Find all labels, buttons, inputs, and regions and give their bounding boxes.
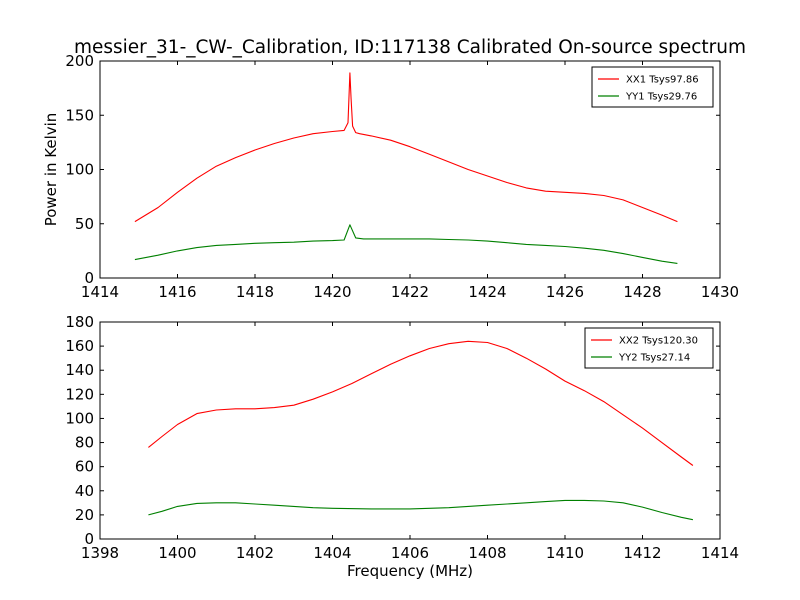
x-tick-label: 1414	[81, 283, 119, 301]
series-line-xx	[148, 340, 694, 466]
y-axis-label: Power in Kelvin	[42, 113, 60, 227]
x-tick-label: 1430	[701, 283, 739, 301]
y-tick-label: 160	[65, 337, 94, 355]
x-tick-label: 1398	[81, 544, 119, 562]
series-line-yy	[134, 224, 678, 264]
x-tick-label: 1424	[468, 283, 506, 301]
y-tick-label: 40	[75, 482, 94, 500]
x-tick-label: 1428	[623, 283, 661, 301]
legend: XX2 Tsys120.30 YY2 Tsys27.14	[584, 327, 714, 369]
x-tick-label: 1418	[236, 283, 274, 301]
y-tick-label: 180	[65, 313, 94, 331]
series-line-yy	[148, 499, 694, 521]
legend-box	[584, 327, 714, 369]
x-tick-label: 1412	[623, 544, 661, 562]
y-tick-label: 80	[75, 434, 94, 452]
x-tick-label: 1414	[701, 544, 739, 562]
x-tick-label: 1400	[158, 544, 196, 562]
bottom-spectrum-panel: 1398 1400 1402 1404 1406 1408 1410 1412 1414 0 20 4…	[65, 313, 739, 580]
x-axis-label: Frequency (MHz)	[347, 562, 473, 580]
y-tick-label: 0	[84, 269, 94, 287]
series-line-xx	[134, 72, 678, 223]
legend-entry: YY2 Tsys27.14	[618, 353, 690, 364]
legend-box	[591, 66, 714, 108]
x-tick-label: 1420	[313, 283, 351, 301]
x-tick-label: 1422	[391, 283, 429, 301]
y-tick-label: 100	[65, 409, 94, 427]
x-tick-label: 1410	[546, 544, 584, 562]
y-tick-label: 120	[65, 385, 94, 403]
legend-entry: YY1 Tsys29.76	[625, 92, 697, 103]
x-tick-label: 1426	[546, 283, 584, 301]
x-tick-label: 1404	[313, 544, 351, 562]
y-tick-label: 50	[75, 215, 94, 233]
legend-entry: XX1 Tsys97.86	[626, 75, 699, 86]
x-tick-label: 1406	[391, 544, 429, 562]
x-tick-label: 1402	[236, 544, 274, 562]
y-tick-label: 200	[65, 52, 94, 70]
legend-entry: XX2 Tsys120.30	[619, 336, 698, 347]
top-spectrum-panel: 1414 1416 1418 1420 1422 1424 1426 1428 1430 0 50 1…	[42, 52, 739, 301]
figure-title: messier_31-_CW-_Calibration, ID:117138 C…	[74, 37, 746, 58]
y-tick-label: 20	[75, 506, 94, 524]
x-tick-label: 1408	[468, 544, 506, 562]
y-tick-label: 150	[65, 106, 94, 124]
y-tick-label: 140	[65, 361, 94, 379]
y-tick-label: 100	[65, 161, 94, 179]
x-tick-label: 1416	[158, 283, 196, 301]
y-tick-label: 0	[84, 530, 94, 548]
legend: XX1 Tsys97.86 YY1 Tsys29.76	[591, 66, 714, 108]
y-tick-label: 60	[75, 458, 94, 476]
